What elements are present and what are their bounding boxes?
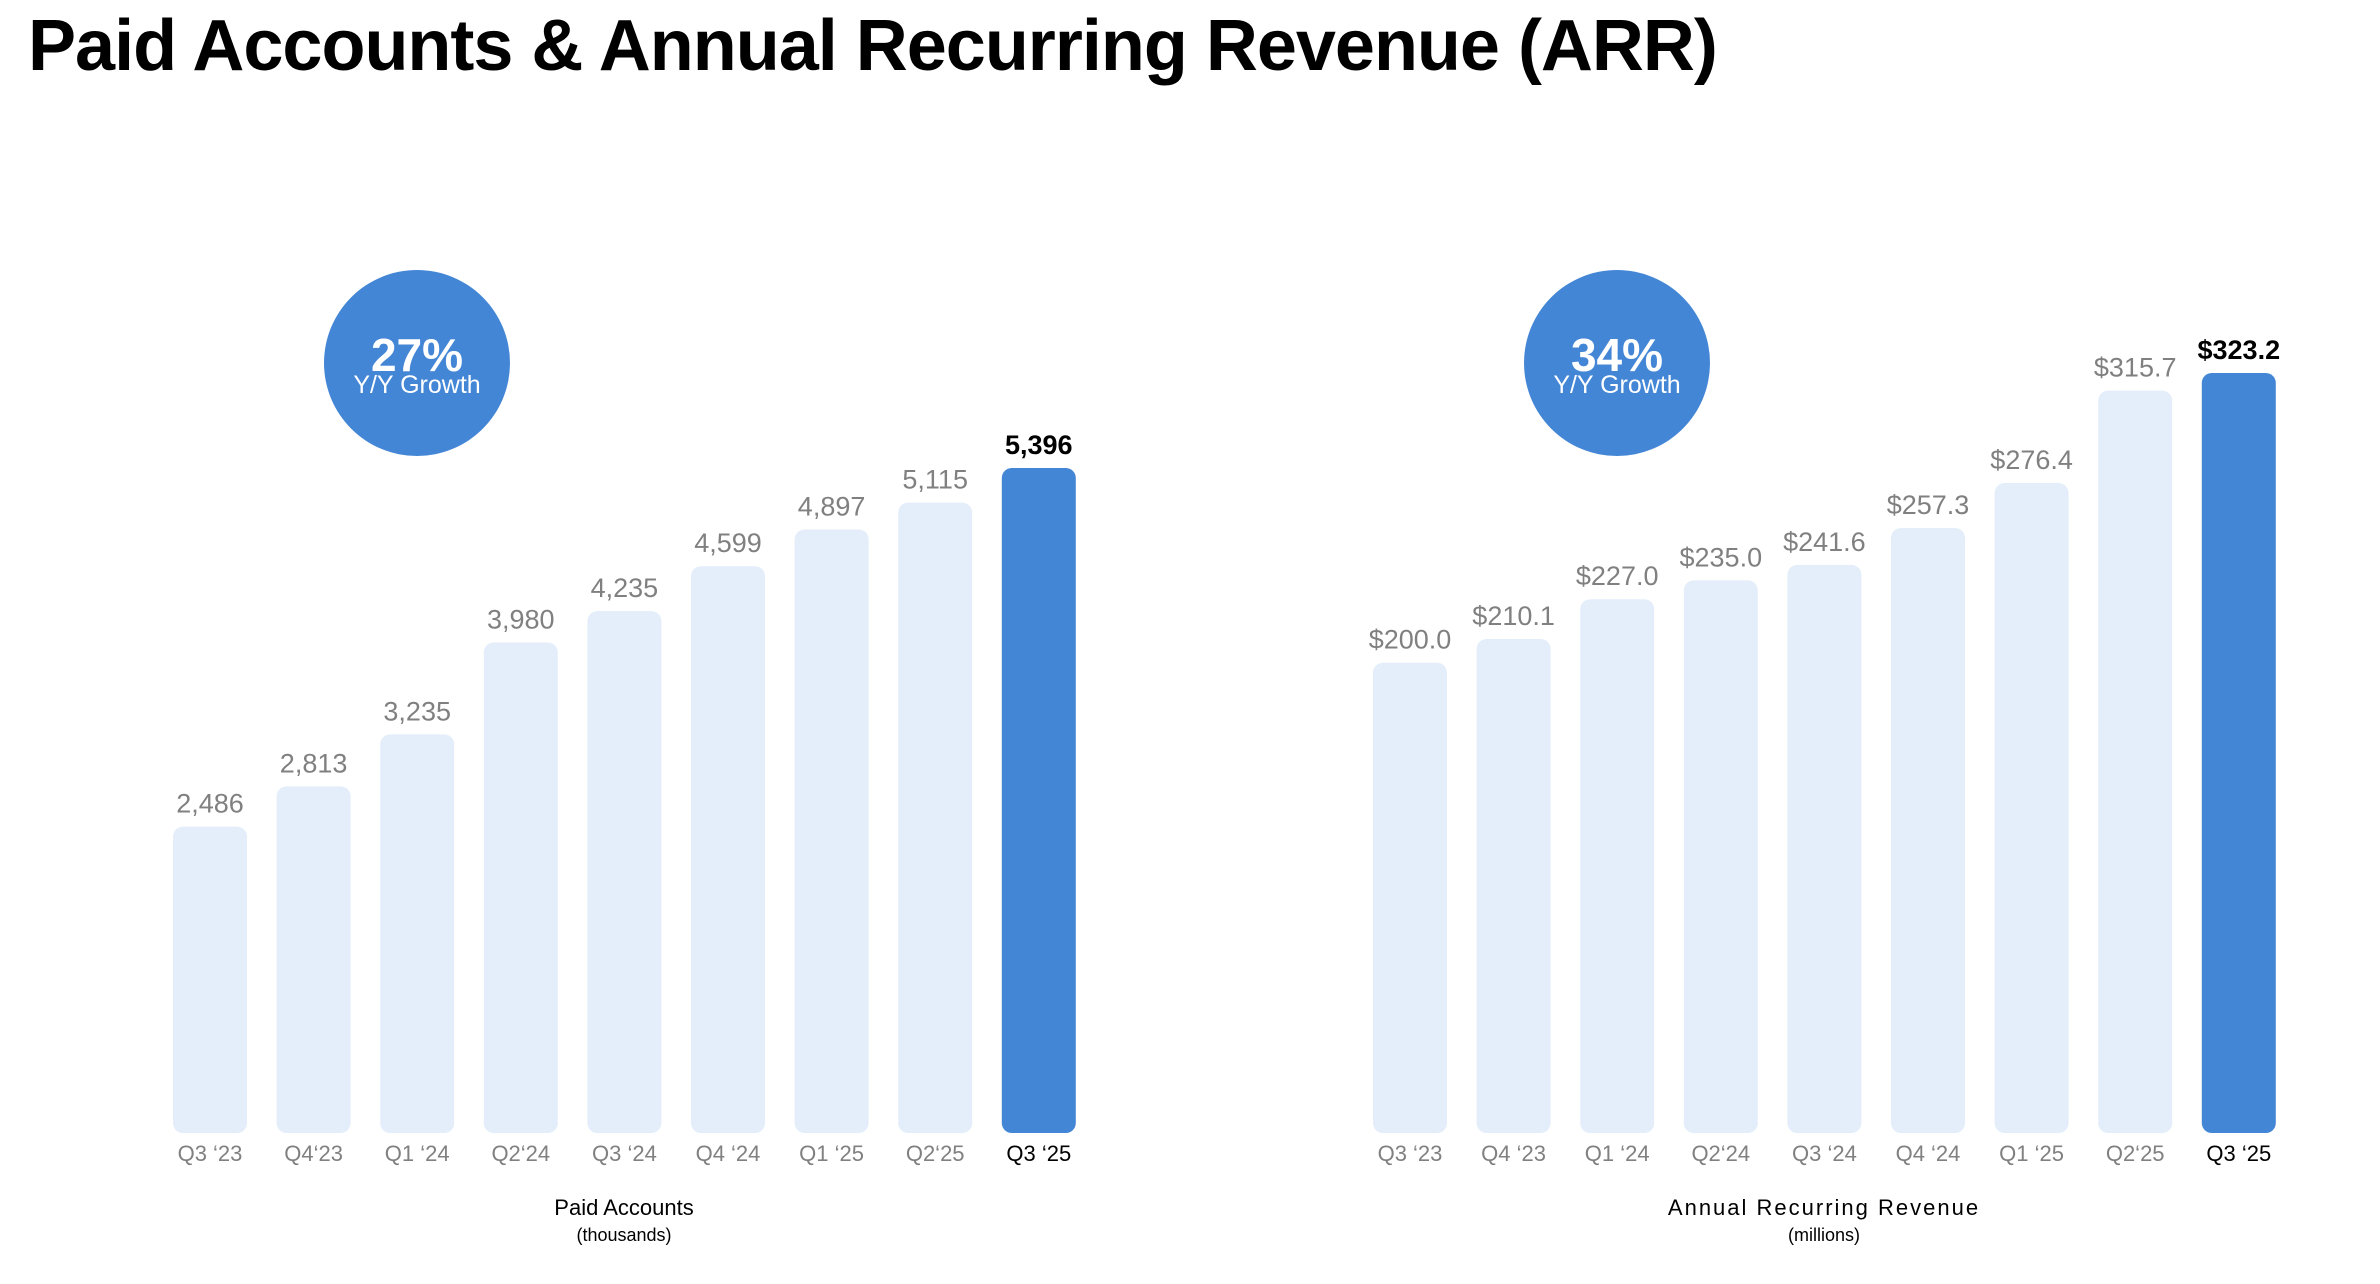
bar-value-label: $315.7 [2094, 353, 2177, 383]
bar-value-label: 3,980 [487, 605, 555, 635]
x-tick-label: Q3 ‘24 [592, 1141, 657, 1166]
bar-2 [380, 734, 455, 1133]
x-axis-label: Paid Accounts [554, 1195, 693, 1220]
bar-value-label: 3,235 [383, 696, 451, 726]
x-tick-label: Q4 ‘24 [696, 1141, 761, 1166]
bar-value-label: 4,599 [694, 528, 762, 558]
x-tick-label: Q2‘25 [906, 1141, 965, 1166]
growth-percent: 27% [371, 329, 463, 381]
bar-value-label: 4,897 [798, 491, 866, 521]
bar-6 [1994, 483, 2069, 1133]
bar-8 [2201, 373, 2276, 1133]
bar-2 [1580, 599, 1655, 1133]
bar-value-label: $227.0 [1576, 561, 1659, 591]
x-tick-label: Q2‘25 [2106, 1141, 2165, 1166]
x-tick-label: Q1 ‘25 [799, 1141, 864, 1166]
bar-value-label: $210.1 [1472, 601, 1555, 631]
x-tick-label: Q4‘23 [284, 1141, 343, 1166]
x-tick-label: Q3 ‘25 [2206, 1141, 2271, 1166]
bar-0 [1373, 662, 1447, 1133]
bar-value-label: $257.3 [1887, 490, 1970, 520]
x-axis-unit: (millions) [1788, 1225, 1860, 1245]
bar-8 [1001, 468, 1076, 1133]
growth-badge [324, 270, 510, 456]
bar-value-label: 2,813 [280, 748, 348, 778]
bar-value-label: 5,115 [902, 465, 968, 495]
growth-label: Y/Y Growth [1553, 371, 1680, 399]
x-tick-label: Q3 ‘25 [1006, 1141, 1071, 1166]
x-tick-label: Q3 ‘24 [1792, 1141, 1857, 1166]
x-tick-label: Q3 ‘23 [1378, 1141, 1443, 1166]
x-axis-unit: (thousands) [576, 1225, 671, 1245]
bar-value-label: $200.0 [1369, 625, 1452, 655]
growth-badge [1524, 270, 1710, 456]
bar-6 [794, 529, 869, 1133]
bar-4 [587, 611, 662, 1133]
growth-percent: 34% [1571, 329, 1663, 381]
bar-7 [898, 502, 973, 1134]
bar-value-label: 4,235 [591, 573, 659, 603]
growth-label: Y/Y Growth [353, 371, 480, 399]
arr-chart: $200.0 Q3 ‘23 $210.1 Q4 ‘23 $227.0 Q1 ‘24 $235… [1369, 270, 2280, 1245]
bar-1 [1476, 638, 1551, 1133]
x-tick-label: Q2‘24 [491, 1141, 550, 1166]
x-tick-label: Q4 ‘23 [1481, 1141, 1546, 1166]
bar-value-label: $235.0 [1680, 542, 1763, 572]
bar-value-label: $323.2 [2198, 335, 2281, 365]
x-tick-label: Q2‘24 [1691, 1141, 1750, 1166]
bar-3 [1683, 580, 1758, 1133]
bar-value-label: 5,396 [1005, 430, 1073, 460]
bar-value-label: 2,486 [176, 789, 244, 819]
bar-5 [1891, 527, 1965, 1133]
x-tick-label: Q4 ‘24 [1896, 1141, 1961, 1166]
x-tick-label: Q1 ‘25 [1999, 1141, 2064, 1166]
bar-0 [173, 826, 247, 1133]
paid-accounts-chart: 2,486 Q3 ‘23 2,813 Q4‘23 3,235 Q1 ‘24 3,980 Q2‘… [173, 270, 1076, 1245]
x-tick-label: Q3 ‘23 [178, 1141, 243, 1166]
x-tick-label: Q1 ‘24 [1585, 1141, 1650, 1166]
bar-1 [276, 786, 351, 1133]
bar-3 [483, 642, 558, 1133]
page-title: Paid Accounts & Annual Recurring Revenue… [28, 6, 1718, 86]
x-axis-label: Annual Recurring Revenue [1668, 1195, 1980, 1220]
bar-value-label: $241.6 [1783, 527, 1866, 557]
bar-5 [691, 566, 765, 1133]
bar-value-label: $276.4 [1990, 445, 2073, 475]
bar-7 [2098, 390, 2173, 1134]
x-tick-label: Q1 ‘24 [385, 1141, 450, 1166]
bar-4 [1787, 564, 1862, 1133]
